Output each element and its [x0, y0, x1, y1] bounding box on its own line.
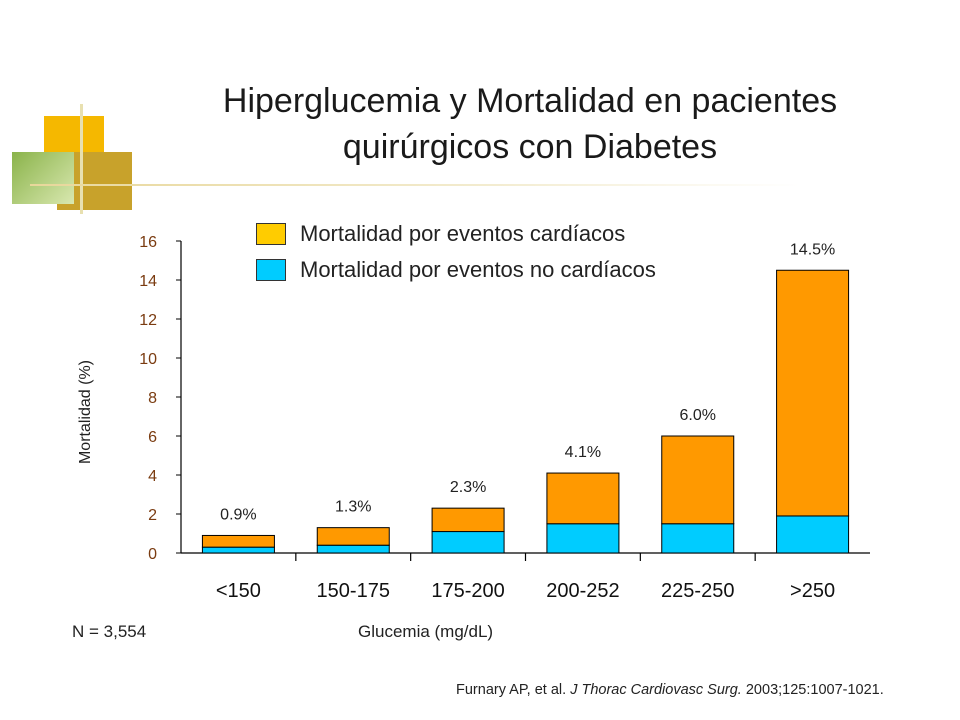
y-tick-label: 6: [148, 429, 157, 446]
y-tick-label: 4: [148, 468, 157, 485]
bar-noncardiac: [776, 515, 850, 554]
data-label: 0.9%: [220, 506, 256, 523]
legend-label-noncardiac: Mortalidad por eventos no cardíacos: [300, 257, 656, 282]
x-category-label: >250: [790, 580, 835, 602]
x-category-label: <150: [216, 580, 261, 602]
y-axis-label: Mortalidad (%): [77, 359, 94, 465]
x-category-label: 175-200: [431, 580, 504, 602]
data-label: 2.3%: [450, 479, 486, 496]
y-tick-label: 14: [139, 273, 157, 290]
slide-title: Hiperglucemia y Mortalidad en pacientes …: [222, 82, 838, 166]
bar-noncardiac: [661, 523, 735, 554]
bar-noncardiac: [201, 546, 275, 554]
bar-cardiac: [201, 534, 275, 548]
legend-swatch-noncardiac: [256, 259, 286, 281]
x-category-label: 200-252: [546, 580, 619, 602]
citation-journal: J Thorac Cardiovasc Surg.: [570, 682, 742, 698]
citation: Furnary AP, et al. J Thorac Cardiovasc S…: [456, 682, 884, 698]
bar-cardiac: [316, 527, 390, 546]
legend-item-cardiac: Mortalidad por eventos cardíacos: [256, 216, 656, 252]
y-tick-label: 12: [139, 312, 157, 329]
y-tick-label: 2: [148, 507, 157, 524]
bar-cardiac: [546, 472, 620, 525]
data-label: 1.3%: [335, 499, 371, 516]
y-tick-label: 10: [139, 351, 157, 368]
bar-cardiac: [431, 507, 505, 533]
bar-noncardiac: [546, 523, 620, 554]
data-label: 14.5%: [790, 241, 835, 258]
bar-cardiac: [776, 269, 850, 517]
deco-square-green: [12, 152, 74, 204]
x-category-label: 225-250: [661, 580, 734, 602]
chart-legend: Mortalidad por eventos cardíacos Mortali…: [256, 216, 656, 288]
data-label: 6.0%: [680, 407, 716, 424]
y-tick-label: 0: [148, 546, 157, 563]
deco-horizontal-line: [30, 184, 800, 186]
citation-authors: Furnary AP, et al.: [456, 682, 571, 698]
citation-details: 2003;125:1007-1021.: [741, 682, 884, 698]
sample-size-label: N = 3,554: [72, 622, 147, 641]
legend-item-noncardiac: Mortalidad por eventos no cardíacos: [256, 252, 656, 288]
bar-cardiac: [661, 435, 735, 525]
bar-noncardiac: [316, 544, 390, 554]
x-category-label: 150-175: [317, 580, 390, 602]
bar-noncardiac: [431, 531, 505, 554]
legend-swatch-cardiac: [256, 223, 286, 245]
legend-label-cardiac: Mortalidad por eventos cardíacos: [300, 221, 626, 246]
y-tick-label: 16: [139, 234, 157, 251]
y-tick-label: 8: [148, 390, 157, 407]
data-label: 4.1%: [565, 444, 601, 461]
deco-vertical-line: [80, 104, 83, 214]
x-axis-label: Glucemia (mg/dL): [358, 622, 494, 641]
